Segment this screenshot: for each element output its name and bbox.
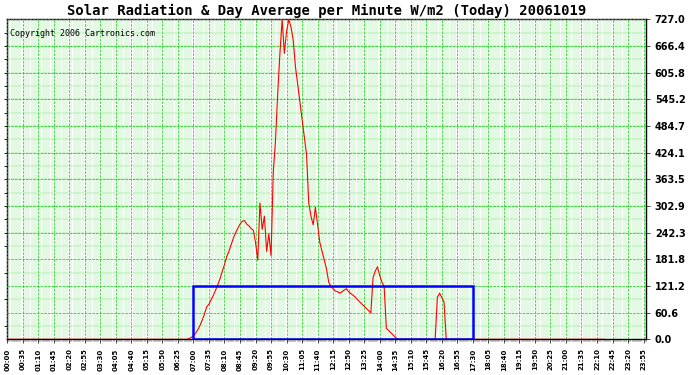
Text: Copyright 2006 Cartronics.com: Copyright 2006 Cartronics.com — [10, 29, 155, 38]
Title: Solar Radiation & Day Average per Minute W/m2 (Today) 20061019: Solar Radiation & Day Average per Minute… — [67, 4, 586, 18]
Bar — [193, 286, 473, 339]
